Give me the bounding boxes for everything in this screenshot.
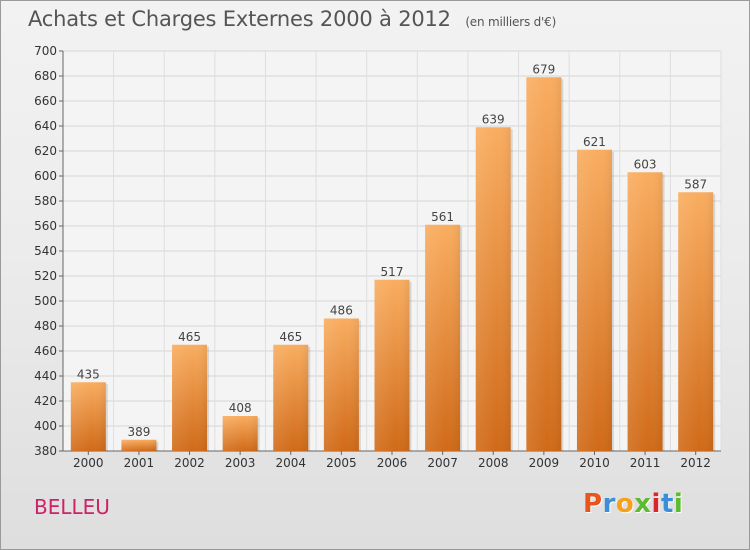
data-label: 587 <box>684 177 707 191</box>
logo-letter: i <box>651 489 661 519</box>
x-tick-label: 2001 <box>124 456 155 470</box>
logo-letter: x <box>634 489 652 519</box>
chart-title-text: Achats et Charges Externes 2000 à 2012 <box>28 7 451 31</box>
y-tick-label: 380 <box>34 444 57 458</box>
y-tick-label: 400 <box>34 419 57 433</box>
logo-letter: t <box>660 489 674 519</box>
y-tick-label: 440 <box>34 369 57 383</box>
data-label: 465 <box>279 330 302 344</box>
bar-layer <box>70 77 716 451</box>
y-tick-label: 540 <box>34 244 57 258</box>
data-label: 561 <box>431 210 454 224</box>
y-tick-label: 600 <box>34 169 57 183</box>
x-tick-label: 2008 <box>478 456 509 470</box>
chart-title: Achats et Charges Externes 2000 à 2012 (… <box>28 7 556 31</box>
x-tick-label: 2003 <box>225 456 256 470</box>
y-tick-label: 580 <box>34 194 57 208</box>
x-tick-label: 2006 <box>377 456 408 470</box>
x-tick-label: 2011 <box>630 456 661 470</box>
data-label: 435 <box>77 367 100 381</box>
data-label: 486 <box>330 304 353 318</box>
bar-shine <box>678 192 714 451</box>
data-label: 679 <box>532 62 555 76</box>
y-tick-label: 680 <box>34 69 57 83</box>
data-label: 621 <box>583 135 606 149</box>
bar-shine <box>526 77 562 451</box>
bar-shine <box>576 149 612 451</box>
axis-layer: 380 400 420 440 460 480 500 520 540 560 580 600 620 6… <box>34 44 721 458</box>
logo-letter: i <box>673 489 684 519</box>
chart-subtitle: (en milliers d'€) <box>465 15 557 29</box>
x-tick-label: 2007 <box>427 456 458 470</box>
bar-shine <box>475 127 511 451</box>
y-tick-label: 660 <box>34 94 57 108</box>
proxiti-logo: Proxiti <box>583 489 683 519</box>
bar-shine <box>273 344 309 451</box>
bar-shine <box>222 416 258 451</box>
y-tick-label: 640 <box>34 119 57 133</box>
bar-shine <box>121 439 157 451</box>
data-label: 639 <box>482 112 505 126</box>
y-tick-label: 700 <box>34 44 57 58</box>
y-tick-label: 420 <box>34 394 57 408</box>
y-tick-label: 460 <box>34 344 57 358</box>
x-tick-label: 2009 <box>529 456 560 470</box>
logo-letter: r <box>602 489 616 519</box>
logo-letter: P <box>583 489 603 519</box>
y-tick-label: 560 <box>34 219 57 233</box>
data-label: 517 <box>381 265 404 279</box>
commune-name: BELLEU <box>34 495 110 519</box>
data-label: 389 <box>127 425 150 439</box>
bar-shine <box>425 224 461 451</box>
bar-shine <box>70 382 106 451</box>
x-tick-label: 2000 <box>73 456 104 470</box>
label-layer: 2000 435 2001 389 2002 465 2003 408 2004 465 2005 4… <box>73 62 711 470</box>
bar-shine <box>323 318 359 451</box>
bar-shine <box>627 172 663 451</box>
x-tick-label: 2002 <box>174 456 205 470</box>
bar-shine <box>172 344 208 451</box>
data-label: 408 <box>229 401 252 415</box>
y-tick-label: 620 <box>34 144 57 158</box>
y-tick-label: 500 <box>34 294 57 308</box>
x-tick-label: 2010 <box>579 456 610 470</box>
logo-letter: o <box>615 489 635 519</box>
x-tick-label: 2004 <box>275 456 306 470</box>
data-label: 603 <box>634 157 657 171</box>
y-tick-label: 520 <box>34 269 57 283</box>
bar-shine <box>374 279 410 451</box>
data-label: 465 <box>178 330 201 344</box>
y-tick-label: 480 <box>34 319 57 333</box>
x-tick-label: 2005 <box>326 456 357 470</box>
x-tick-label: 2012 <box>680 456 711 470</box>
